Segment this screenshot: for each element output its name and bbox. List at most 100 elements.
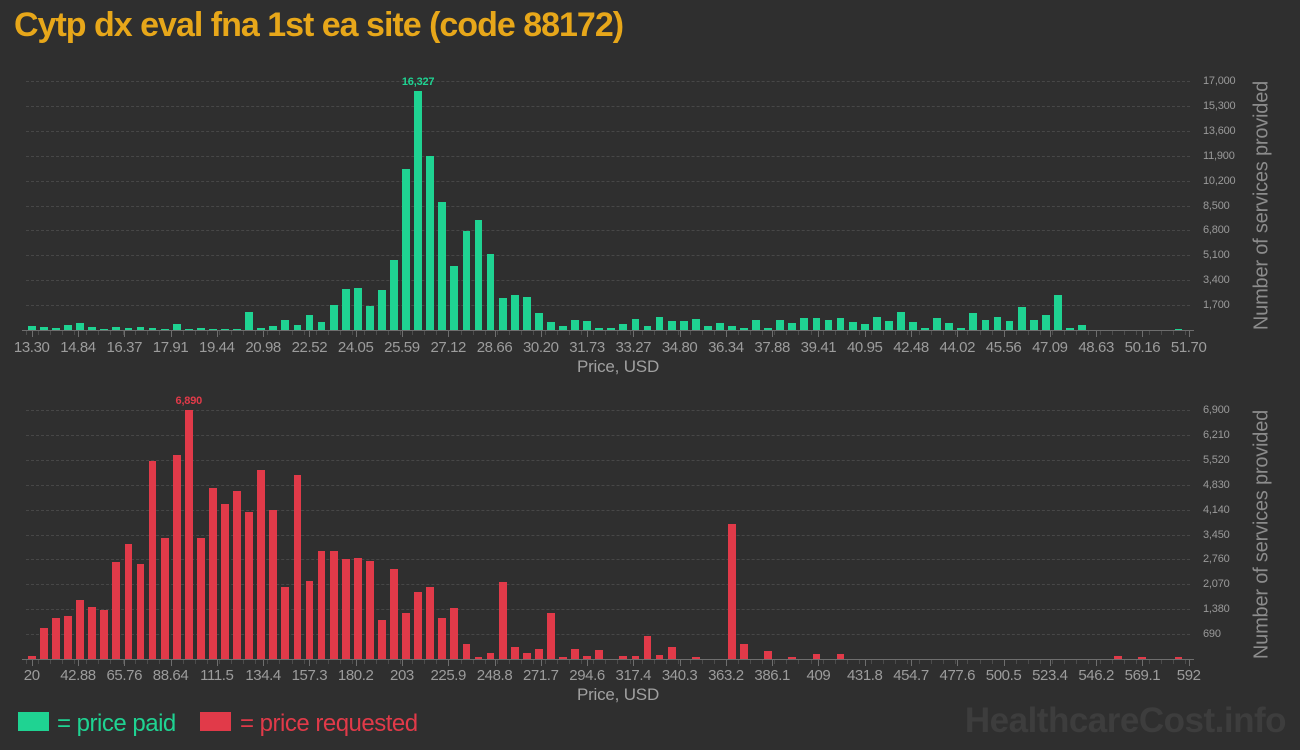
requested-bar[interactable] xyxy=(1138,657,1147,659)
paid-bar[interactable] xyxy=(534,313,543,330)
requested-bar[interactable] xyxy=(571,649,579,659)
requested-bar[interactable] xyxy=(233,490,241,659)
paid-bar[interactable] xyxy=(945,323,954,330)
paid-bar[interactable] xyxy=(378,290,386,330)
requested-bar[interactable] xyxy=(148,460,157,659)
requested-bar[interactable] xyxy=(317,551,326,659)
requested-bar[interactable] xyxy=(619,656,628,659)
requested-bar[interactable] xyxy=(450,608,459,659)
paid-bar[interactable] xyxy=(28,326,36,330)
requested-bar[interactable] xyxy=(534,649,543,659)
paid-bar[interactable] xyxy=(571,320,579,330)
requested-bar[interactable] xyxy=(438,618,447,659)
paid-bar[interactable] xyxy=(547,321,555,330)
paid-bar[interactable] xyxy=(64,325,72,330)
paid-bar[interactable] xyxy=(884,321,893,330)
paid-bar[interactable] xyxy=(897,312,905,330)
paid-bar[interactable] xyxy=(124,328,133,330)
requested-bar[interactable] xyxy=(100,609,109,659)
paid-bar[interactable] xyxy=(728,326,736,330)
paid-bar[interactable] xyxy=(643,326,652,330)
paid-bar[interactable] xyxy=(305,315,314,330)
requested-bar[interactable] xyxy=(209,487,217,659)
requested-bar[interactable] xyxy=(40,627,48,659)
paid-bar[interactable] xyxy=(450,265,459,330)
paid-bar[interactable] xyxy=(1041,315,1050,330)
requested-bar[interactable] xyxy=(510,647,519,659)
paid-bar[interactable] xyxy=(414,90,423,330)
paid-bar[interactable] xyxy=(824,320,833,330)
requested-bar[interactable] xyxy=(88,607,97,659)
paid-bar[interactable] xyxy=(595,328,604,330)
paid-bar[interactable] xyxy=(184,328,193,330)
paid-bar[interactable] xyxy=(969,313,978,330)
paid-bar[interactable] xyxy=(112,327,121,330)
paid-bar[interactable] xyxy=(317,322,326,330)
paid-bar[interactable] xyxy=(1174,328,1183,330)
requested-bar[interactable] xyxy=(136,564,145,659)
requested-bar[interactable] xyxy=(269,510,278,659)
paid-bar[interactable] xyxy=(257,327,266,330)
requested-bar[interactable] xyxy=(788,657,797,659)
requested-bar[interactable] xyxy=(1114,655,1123,659)
requested-bar[interactable] xyxy=(76,600,85,659)
paid-bar[interactable] xyxy=(486,253,495,330)
requested-bar[interactable] xyxy=(547,613,555,659)
paid-bar[interactable] xyxy=(1066,328,1074,330)
paid-bar[interactable] xyxy=(365,306,374,330)
requested-bar[interactable] xyxy=(812,654,821,659)
requested-bar[interactable] xyxy=(631,655,640,659)
requested-bar[interactable] xyxy=(643,636,652,659)
paid-bar[interactable] xyxy=(148,328,157,330)
requested-bar[interactable] xyxy=(474,656,483,659)
requested-bar[interactable] xyxy=(764,650,773,659)
paid-bar[interactable] xyxy=(172,323,181,330)
requested-bar[interactable] xyxy=(486,652,495,659)
paid-bar[interactable] xyxy=(909,322,917,330)
paid-bar[interactable] xyxy=(703,326,712,330)
paid-bar[interactable] xyxy=(209,328,217,330)
requested-bar[interactable] xyxy=(390,569,398,659)
paid-bar[interactable] xyxy=(100,328,109,330)
requested-bar[interactable] xyxy=(595,649,604,659)
requested-bar[interactable] xyxy=(462,644,471,659)
paid-bar[interactable] xyxy=(1005,321,1014,330)
paid-bar[interactable] xyxy=(872,317,881,330)
paid-bar[interactable] xyxy=(667,321,676,330)
requested-bar[interactable] xyxy=(378,619,386,659)
paid-bar[interactable] xyxy=(776,320,785,330)
requested-bar[interactable] xyxy=(305,580,314,659)
requested-bar[interactable] xyxy=(184,410,193,659)
paid-bar[interactable] xyxy=(607,328,616,330)
paid-bar[interactable] xyxy=(221,328,229,330)
paid-bar[interactable] xyxy=(740,328,748,330)
requested-bar[interactable] xyxy=(341,559,350,659)
requested-bar[interactable] xyxy=(402,613,410,659)
requested-bar[interactable] xyxy=(353,557,362,659)
requested-bar[interactable] xyxy=(329,551,338,659)
paid-bar[interactable] xyxy=(269,326,278,330)
paid-bar[interactable] xyxy=(329,305,338,330)
paid-bar[interactable] xyxy=(402,168,410,330)
paid-bar[interactable] xyxy=(233,328,241,330)
paid-bar[interactable] xyxy=(957,328,966,330)
requested-bar[interactable] xyxy=(257,469,266,659)
paid-bar[interactable] xyxy=(341,288,350,330)
paid-bar[interactable] xyxy=(921,328,929,330)
paid-bar[interactable] xyxy=(559,325,567,330)
paid-bar[interactable] xyxy=(981,319,990,330)
paid-bar[interactable] xyxy=(691,318,700,330)
paid-bar[interactable] xyxy=(1078,325,1086,330)
paid-bar[interactable] xyxy=(245,312,254,330)
paid-bar[interactable] xyxy=(848,322,857,330)
requested-bar[interactable] xyxy=(655,655,664,659)
requested-bar[interactable] xyxy=(221,503,229,659)
paid-bar[interactable] xyxy=(76,323,85,330)
paid-bar[interactable] xyxy=(136,327,145,330)
paid-bar[interactable] xyxy=(583,321,592,330)
requested-bar[interactable] xyxy=(64,616,72,659)
paid-bar[interactable] xyxy=(390,260,398,330)
requested-bar[interactable] xyxy=(728,523,736,659)
paid-bar[interactable] xyxy=(679,321,688,330)
paid-bar[interactable] xyxy=(426,155,435,330)
